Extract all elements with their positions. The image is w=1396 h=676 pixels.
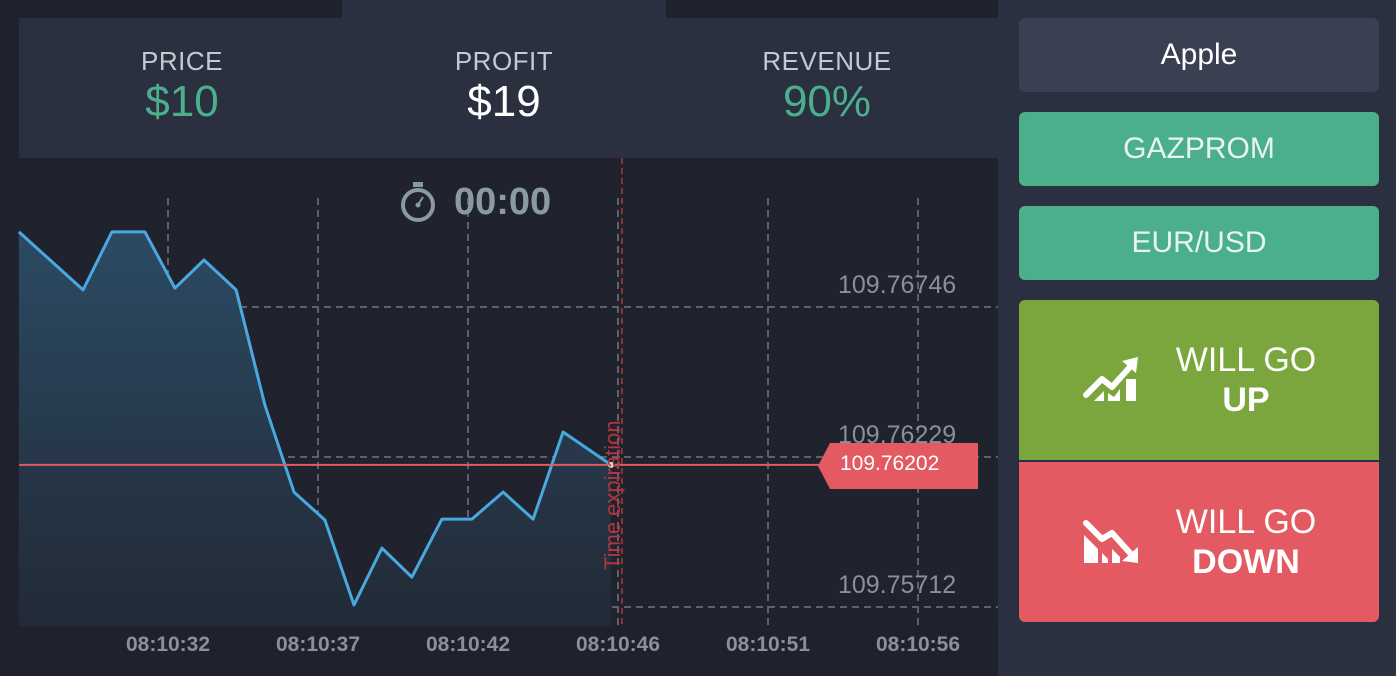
down-line2: DOWN — [1192, 543, 1300, 581]
will-go-up-button[interactable]: WILL GO UP — [1019, 300, 1379, 460]
trend-down-icon — [1082, 520, 1138, 563]
stat-revenue: REVENUE 90% — [664, 18, 990, 127]
stat-price: PRICE $10 — [19, 18, 345, 127]
price-line — [17, 230, 612, 607]
up-line2: UP — [1222, 381, 1270, 419]
trend-up-icon — [1082, 357, 1138, 401]
x-tick-label: 08:10:42 — [425, 633, 511, 656]
y-tick-label: 109.76746 — [838, 271, 957, 299]
expiration-label: Time expiration — [600, 420, 625, 570]
stats-panel: PRICE $10 PROFIT $19 REVENUE 90% — [19, 18, 998, 158]
x-tick-label: 08:10:37 — [275, 633, 361, 656]
price-value: $10 — [145, 77, 219, 126]
stat-profit: PROFIT $19 — [341, 18, 667, 127]
x-tick-label: 08:10:32 — [125, 633, 211, 656]
y-tick-label: 109.75712 — [838, 571, 957, 599]
will-go-down-button[interactable]: WILL GO DOWN — [1019, 462, 1379, 622]
stopwatch-icon — [401, 182, 435, 222]
revenue-value: 90% — [782, 77, 872, 126]
down-line1: WILL GO — [1175, 503, 1317, 541]
x-tick-label: 08:10:56 — [875, 633, 961, 656]
revenue-label: REVENUE — [762, 46, 892, 76]
timer-value: 00:00 — [454, 180, 552, 223]
profit-label: PROFIT — [454, 46, 554, 76]
up-line1: WILL GO — [1175, 341, 1317, 379]
current-price-value: 109.76202 — [840, 452, 940, 475]
y-tick-label: 109.76229 — [838, 421, 957, 449]
asset-eurusd-button[interactable]: EUR/USD — [1019, 206, 1379, 280]
price-label: PRICE — [141, 46, 223, 76]
current-price-tag — [818, 443, 978, 489]
x-tick-label: 08:10:46 — [575, 633, 661, 656]
price-chart — [17, 158, 998, 627]
asset-apple-button[interactable]: Apple — [1019, 18, 1379, 92]
top-tab — [342, 0, 666, 18]
x-tick-label: 08:10:51 — [725, 633, 811, 656]
price-area — [18, 231, 612, 627]
countdown-timer: 00:00 — [398, 180, 551, 224]
asset-gazprom-button[interactable]: GAZPROM — [1019, 112, 1379, 186]
last-price-point — [608, 461, 615, 468]
trade-panel: Apple GAZPROM EUR/USD WILL GO UP WILL GO… — [998, 0, 1396, 676]
profit-value: $19 — [467, 77, 541, 126]
